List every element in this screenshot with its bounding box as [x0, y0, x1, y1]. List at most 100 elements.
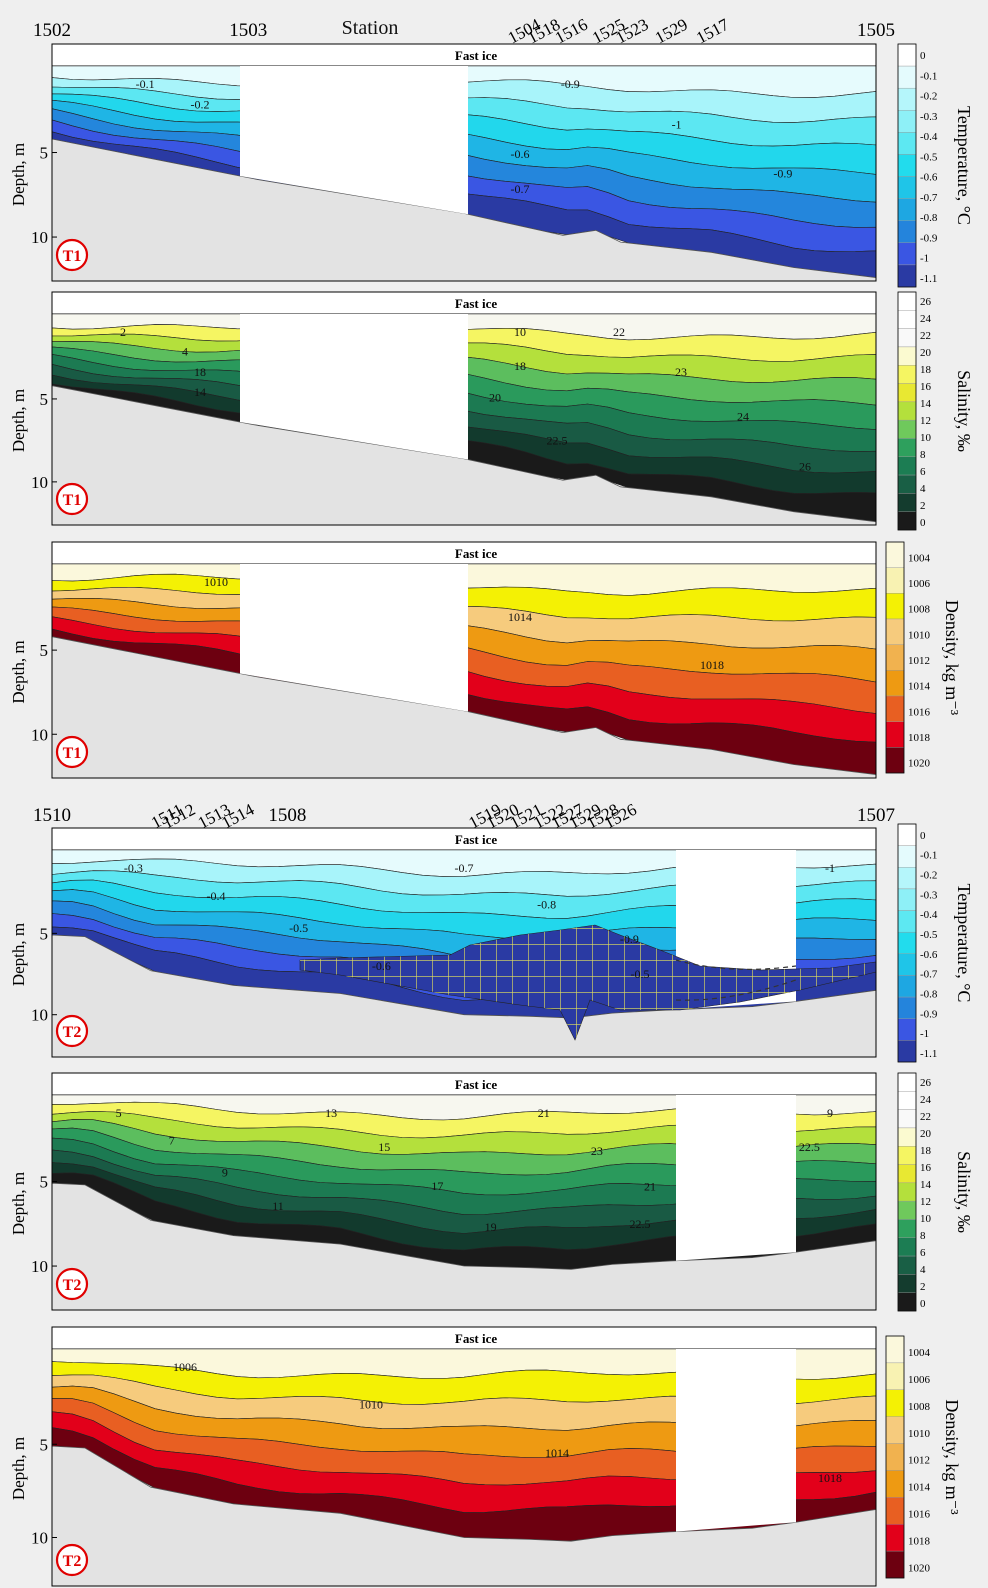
colorbar-swatch [897, 87, 917, 111]
colorbar-tick-label: -0.3 [920, 111, 938, 123]
fast-ice-label: Fast ice [455, 1077, 497, 1092]
contour-label: 22.5 [630, 1217, 651, 1231]
contour-label: 9 [222, 1166, 228, 1180]
colorbar-frame [897, 291, 917, 531]
colorbar-tick-label: 6 [920, 1247, 926, 1259]
colorbar-swatch [897, 474, 917, 494]
colorbar-swatch [897, 493, 917, 512]
colorbar-swatch [897, 198, 917, 221]
colorbar-tick-label: 12 [920, 415, 931, 427]
colorbar-tick-label: 22 [920, 330, 931, 342]
colorbar-swatch [897, 1164, 917, 1184]
transect-badge [55, 238, 89, 272]
colorbar-swatch [885, 695, 905, 722]
colorbar-swatch [897, 264, 917, 288]
station-label: 1507 [857, 805, 895, 826]
colorbar-tick-label: -0.2 [920, 870, 937, 882]
colorbar-frame [885, 541, 905, 774]
colorbar: 0 -0.1 -0.2 -0.3 -0.4 -0.5 -0.6 -0.7 -0.8 -0.9 -1 -… [897, 823, 974, 1063]
colorbar-swatch [897, 419, 917, 439]
colorbar-swatch [897, 310, 917, 329]
transect-badge [55, 1267, 89, 1301]
colorbar-swatch [897, 220, 917, 244]
colorbar-tick-label: 24 [920, 313, 932, 325]
colorbar-tick-label: -1.1 [920, 273, 937, 285]
contour-label: 7 [169, 1133, 175, 1147]
colorbar-swatch [897, 1219, 917, 1238]
colorbar-tick-label: 1018 [908, 1535, 931, 1547]
colorbar-swatch [897, 975, 917, 998]
no-data-region [676, 1349, 796, 1532]
colorbar-swatch [897, 888, 917, 911]
colorbar-tick-label: 1014 [908, 1482, 931, 1494]
colorbar-swatch [897, 328, 917, 348]
no-data-region [240, 66, 468, 215]
contour-label: 26 [799, 459, 811, 473]
colorbar-swatch [897, 511, 917, 531]
fast-ice-label: Fast ice [455, 48, 497, 63]
transect-badge-label: T2 [63, 1024, 82, 1041]
contour-label: -0.5 [289, 921, 308, 935]
colorbar-swatch [897, 132, 917, 155]
colorbar-tick-label: 26 [920, 296, 932, 308]
colorbar-tick-label: 24 [920, 1094, 932, 1106]
contour-label: -0.4 [207, 889, 226, 903]
colorbar-tick-label: 1010 [908, 1428, 931, 1440]
y-axis-label: Depth, m [9, 1437, 28, 1500]
contour-label: 4 [182, 344, 188, 358]
contour-label: -0.8 [537, 898, 556, 912]
y-tick-label: 10 [31, 1006, 48, 1025]
contour-label: -0.2 [191, 98, 210, 112]
contour-label: 1014 [545, 1446, 569, 1460]
no-data-region [240, 564, 468, 712]
colorbar-tick-label: 0 [920, 517, 926, 529]
colorbar-swatch [897, 867, 917, 890]
colorbar-swatch [897, 346, 917, 366]
contour-label: -0.5 [631, 967, 650, 981]
colorbar-swatch [897, 65, 917, 89]
transect-badge [55, 1543, 89, 1577]
colorbar-tick-label: 18 [920, 1145, 932, 1157]
colorbar-tick-label: 16 [920, 381, 932, 393]
station-label: 1510 [33, 805, 71, 826]
colorbar-tick-label: 1004 [908, 1347, 931, 1359]
interpolated-boundary [675, 979, 797, 1001]
colorbar-swatch [897, 176, 917, 199]
plot-frame [51, 291, 877, 526]
station-label: 1517 [693, 15, 732, 48]
colorbar-tick-label: -0.6 [920, 949, 938, 961]
panel-t2-temperature: Fast ice Depth, m 5 10 T2 -0.3 -0.4 -0.5 -0.6 -0.… [9, 823, 974, 1063]
colorbar-swatch [897, 1292, 917, 1312]
colorbar-tick-label: -0.9 [920, 1008, 938, 1020]
panel-t1-temperature: Fast ice Depth, m 5 10 T1 -0.1 -0.2 -0.6 -0.7 -0.… [9, 43, 974, 288]
contour-label: 1018 [700, 658, 724, 672]
colorbar-tick-label: 0 [920, 830, 926, 842]
colorbar-tick-label: 10 [920, 1213, 932, 1225]
colorbar-swatch [885, 593, 905, 620]
fast-ice-label: Fast ice [455, 546, 497, 561]
contour-label: 17 [431, 1179, 443, 1193]
colorbar: 1004 1006 1008 1010 1012 1014 1016 1018 1020 Dens… [885, 541, 962, 774]
contour-label: 14 [194, 385, 206, 399]
colorbar-swatch [897, 1146, 917, 1165]
contour-label: -1 [825, 861, 835, 875]
contour-label: 18 [514, 359, 526, 373]
transect-badge [55, 1014, 89, 1048]
colorbar-tick-label: 16 [920, 1162, 932, 1174]
colorbar-swatch [897, 1091, 917, 1110]
no-data-region [240, 314, 468, 460]
colorbar-swatch [885, 1389, 905, 1417]
colorbar-frame [897, 823, 917, 1063]
colorbar-swatch [897, 456, 917, 476]
contour-label: -0.6 [511, 147, 530, 161]
colorbar-tick-label: -0.7 [920, 969, 938, 981]
colorbar-tick-label: 1006 [908, 578, 931, 590]
colorbar-tick-label: -0.6 [920, 172, 938, 184]
station-axis-title: Station [342, 17, 399, 39]
contour-label: 23 [591, 1144, 603, 1158]
colorbar-tick-label: 1012 [908, 655, 930, 667]
colorbar-swatch [897, 401, 917, 421]
colorbar-label: Temperature, °C [954, 884, 974, 1003]
